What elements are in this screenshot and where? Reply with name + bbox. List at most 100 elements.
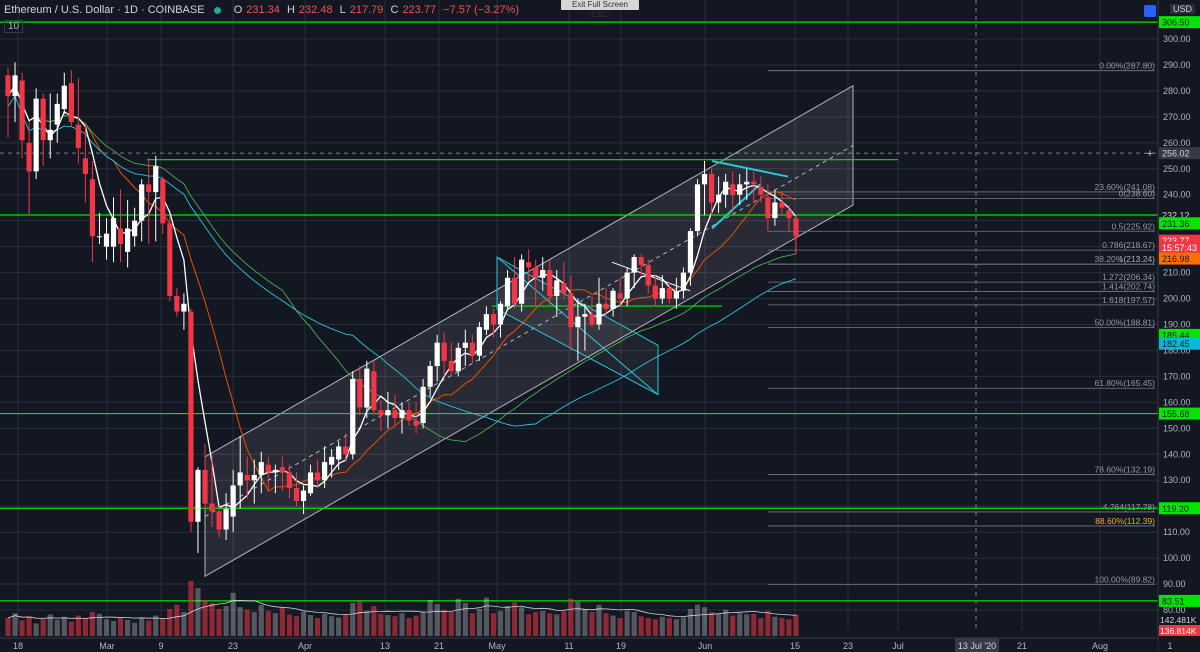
exit-fullscreen-button[interactable]: Exit Full Screen (ESC) bbox=[561, 0, 639, 19]
candle-body bbox=[434, 342, 440, 367]
volume-badge-label: 136.814K bbox=[1160, 626, 1197, 636]
volume-bar bbox=[68, 621, 74, 636]
candle-body bbox=[272, 469, 278, 473]
price-badge-label: 216.98 bbox=[1162, 254, 1190, 264]
time-tick-label: May bbox=[488, 641, 506, 651]
candle-body bbox=[497, 303, 504, 325]
volume-bar bbox=[153, 615, 159, 636]
price-badge-label: 119.20 bbox=[1162, 504, 1189, 514]
time-tick-label: Jun bbox=[698, 641, 713, 651]
price-badge-label: 83.51 bbox=[1162, 596, 1185, 606]
candle-body bbox=[61, 85, 67, 110]
volume-bar bbox=[5, 618, 11, 636]
candle-body bbox=[716, 194, 722, 203]
candle-body bbox=[596, 303, 602, 325]
volume-bar bbox=[258, 604, 264, 636]
volume-bar bbox=[139, 618, 145, 636]
volume-bar bbox=[568, 598, 574, 636]
symbol-name[interactable]: Ethereum / U.S. Dollar bbox=[4, 4, 115, 16]
candle-body bbox=[751, 181, 757, 185]
price-tick-label: 140.00 bbox=[1163, 449, 1191, 459]
time-tick-label: Jul bbox=[892, 641, 904, 651]
change-value: −7.57 (−3.27%) bbox=[443, 4, 519, 16]
volume-bar bbox=[497, 610, 504, 636]
volume-bar bbox=[758, 618, 764, 636]
candle-body bbox=[413, 420, 419, 426]
candle-body bbox=[610, 290, 616, 309]
volume-bar bbox=[40, 619, 46, 636]
volume-bar bbox=[110, 621, 117, 636]
volume-bar bbox=[89, 612, 96, 636]
fib-level-label: 1.618(197.57) bbox=[1102, 295, 1155, 305]
price-badge bbox=[1159, 252, 1200, 265]
candle-body bbox=[420, 386, 426, 424]
candle-body bbox=[322, 462, 328, 481]
price-badge bbox=[1159, 16, 1200, 29]
fib-level-label: 88.60%(112.39) bbox=[1095, 516, 1155, 526]
volume-bar bbox=[469, 613, 475, 636]
volume-bar bbox=[631, 612, 637, 636]
candle-body bbox=[673, 290, 679, 299]
price-tick-label: 210.00 bbox=[1163, 268, 1191, 278]
volume-bar bbox=[638, 616, 644, 636]
time-tick-label: 21 bbox=[434, 641, 444, 651]
candle-body bbox=[195, 469, 201, 522]
volume-bar bbox=[146, 620, 152, 636]
candle-body bbox=[526, 262, 532, 268]
volume-bar bbox=[47, 614, 53, 636]
candle-body bbox=[329, 456, 335, 465]
time-tick-label: 9 bbox=[158, 641, 163, 651]
price-tick-label: 80.00 bbox=[1163, 605, 1186, 615]
pennant-lower bbox=[711, 183, 761, 230]
candle-body bbox=[708, 173, 715, 203]
time-tick-label: 19 bbox=[616, 641, 626, 651]
price-badge-label: 223.77 bbox=[1162, 236, 1190, 246]
candle-body bbox=[687, 231, 694, 273]
candle-body bbox=[293, 488, 300, 501]
volume-bar bbox=[708, 612, 715, 636]
interval-label[interactable]: 1D bbox=[123, 4, 138, 16]
price-tick-label: 270.00 bbox=[1163, 112, 1191, 122]
candle-body bbox=[230, 485, 236, 517]
candle-body bbox=[251, 475, 257, 481]
candle-body bbox=[652, 285, 658, 299]
fib-level-label: 23.60%(241.08) bbox=[1095, 182, 1156, 192]
volume-bar bbox=[617, 618, 623, 636]
volume-bar bbox=[786, 619, 792, 636]
volume-ma-line bbox=[7, 599, 797, 620]
price-badge-label: 185.44 bbox=[1162, 330, 1190, 340]
volume-bar bbox=[132, 622, 138, 636]
volume-bar bbox=[687, 609, 694, 636]
candle-body bbox=[455, 347, 461, 372]
candle-body bbox=[117, 228, 124, 245]
settings-icon[interactable] bbox=[1144, 5, 1156, 17]
exchange-label: COINBASE bbox=[147, 4, 205, 16]
currency-label: USD bbox=[1170, 4, 1196, 14]
price-tick-label: 300.00 bbox=[1163, 34, 1191, 44]
ascending-channel bbox=[204, 84, 854, 578]
volume-bar bbox=[202, 600, 208, 636]
candle-body bbox=[694, 184, 701, 232]
candle-body bbox=[68, 83, 74, 123]
candle-body bbox=[406, 410, 412, 421]
candle-body bbox=[765, 197, 771, 219]
volume-bar bbox=[448, 612, 454, 636]
candle-body bbox=[19, 80, 25, 141]
price-tick-label: 90.00 bbox=[1163, 579, 1186, 589]
volume-bar bbox=[26, 616, 32, 636]
candle-body bbox=[216, 511, 222, 530]
volume-bar bbox=[744, 614, 750, 636]
trend-segment bbox=[611, 261, 691, 292]
volume-bar bbox=[399, 613, 405, 636]
volume-bar bbox=[279, 607, 285, 636]
volume-bar bbox=[441, 609, 447, 636]
volume-bar bbox=[737, 613, 743, 636]
volume-bar bbox=[54, 619, 60, 636]
price-badge bbox=[1159, 594, 1200, 607]
price-badge-label: 182.45 bbox=[1162, 339, 1190, 349]
candle-body bbox=[139, 184, 145, 221]
indicator-chip[interactable]: 10 bbox=[4, 20, 24, 33]
volume-bar bbox=[392, 616, 398, 636]
